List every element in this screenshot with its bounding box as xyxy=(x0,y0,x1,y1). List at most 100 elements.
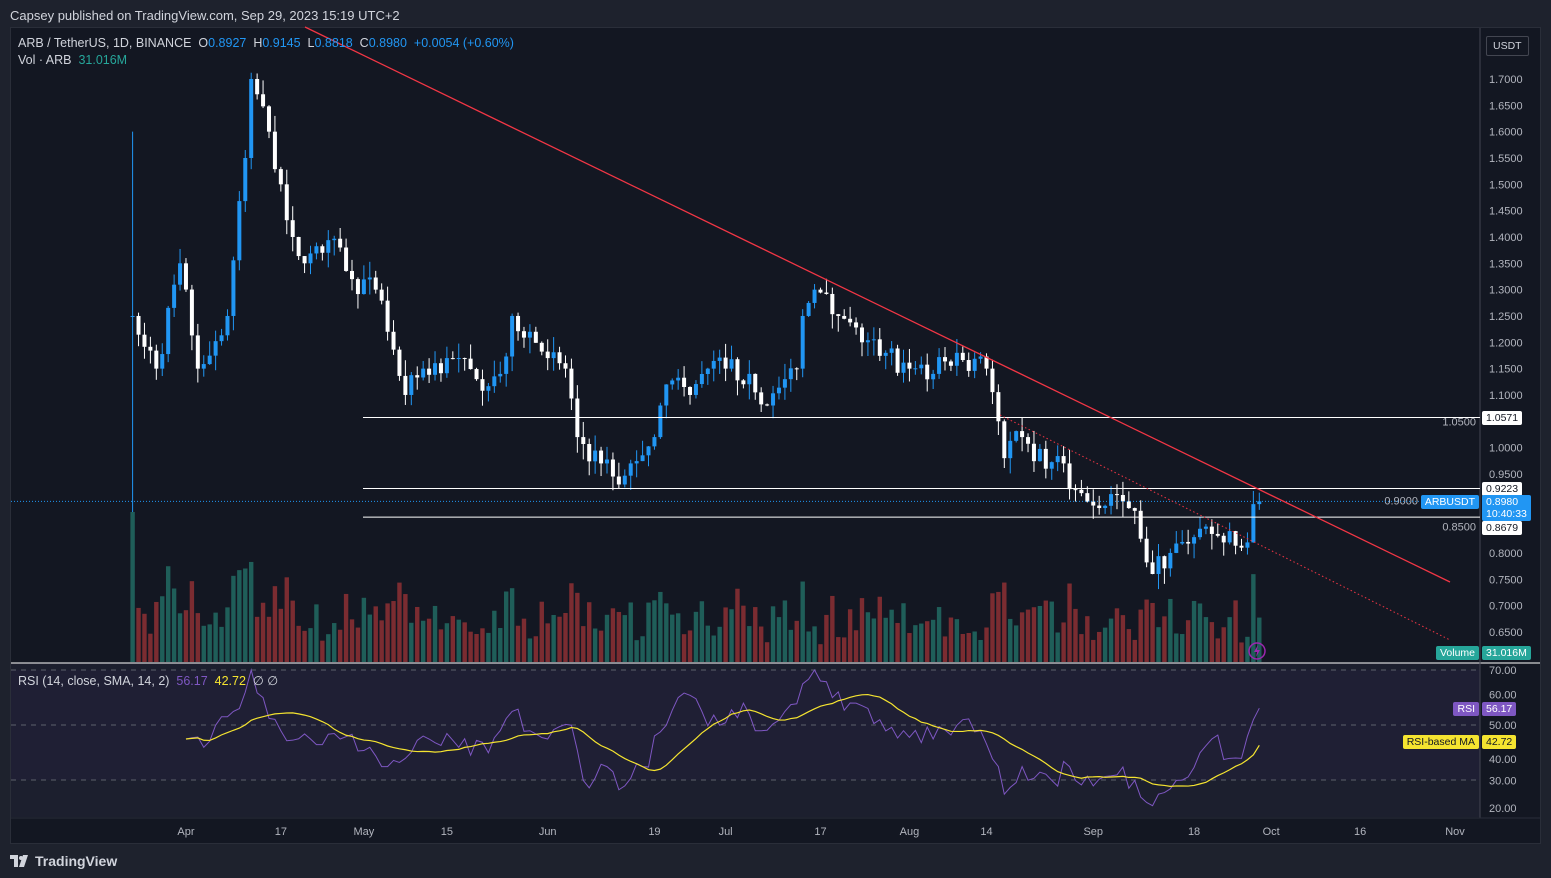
volume-bar xyxy=(853,630,859,662)
time-tick: Nov xyxy=(1445,826,1465,838)
volume-tag-value: 31.016M xyxy=(1482,646,1531,660)
symbol-title[interactable]: ARB / TetherUS, 1D, BINANCE xyxy=(18,36,192,50)
candle-body xyxy=(1203,526,1208,529)
candle-body xyxy=(468,358,473,370)
candle-body xyxy=(907,362,912,369)
symbol-legend: ARB / TetherUS, 1D, BINANCE O0.8927 H0.9… xyxy=(18,36,514,50)
volume-bar xyxy=(936,607,942,662)
volume-bar xyxy=(438,629,444,662)
volume-bar xyxy=(450,616,456,662)
volume-bar xyxy=(753,607,758,662)
high-label: H xyxy=(253,36,263,50)
volume-bar xyxy=(830,595,835,662)
volume-bar xyxy=(1197,603,1203,662)
volume-bar xyxy=(1150,602,1155,662)
time-tick: Oct xyxy=(1263,826,1280,838)
candle-body xyxy=(812,289,817,303)
currency-button[interactable]: USDT xyxy=(1486,36,1529,56)
volume-bar xyxy=(758,626,764,662)
volume-bar xyxy=(1203,617,1209,662)
volume-bar xyxy=(1168,598,1173,662)
candle-body xyxy=(1043,448,1048,469)
candle-body xyxy=(581,437,586,445)
time-tick: 19 xyxy=(648,826,660,838)
candle-body xyxy=(1198,528,1202,538)
tradingview-logo[interactable]: TradingView xyxy=(10,853,117,869)
candle-body xyxy=(355,279,360,295)
price-tick: 0.8000 xyxy=(1489,548,1523,560)
volume-bar xyxy=(966,632,971,662)
candle-body xyxy=(1031,443,1036,462)
candle-body xyxy=(634,461,639,464)
time-tick: Sep xyxy=(1083,826,1103,838)
volume-bar xyxy=(337,629,343,662)
volume-bar xyxy=(598,630,604,662)
candle-body xyxy=(266,106,271,132)
time-tick: Jun xyxy=(539,826,557,838)
volume-bar xyxy=(984,627,989,662)
candle-body xyxy=(237,201,242,261)
candle-body xyxy=(385,300,390,332)
candle-body xyxy=(219,335,224,342)
candle-body xyxy=(848,318,853,323)
volume-bar xyxy=(462,622,467,662)
trendline xyxy=(304,26,1451,583)
candle-body xyxy=(1221,535,1226,543)
rsi-tick: 40.00 xyxy=(1489,754,1517,766)
volume-bar xyxy=(1227,617,1232,662)
volume-bar xyxy=(237,570,242,662)
volume-bar xyxy=(474,634,479,662)
candle-body xyxy=(172,284,177,308)
volume-value: 31.016M xyxy=(78,53,128,67)
volume-bar xyxy=(960,633,965,662)
volume-bar xyxy=(213,612,218,662)
candle-body xyxy=(1233,531,1238,546)
volume-bar xyxy=(367,614,372,662)
candle-body xyxy=(284,184,289,221)
volume-bar xyxy=(907,633,912,662)
candle-body xyxy=(1192,537,1197,544)
volume-bar xyxy=(195,613,201,662)
candle-body xyxy=(1037,448,1042,462)
candle-body xyxy=(1245,542,1250,548)
candle-body xyxy=(231,260,236,316)
rsi-ma-value: 42.72 xyxy=(214,674,246,688)
volume-bar xyxy=(670,614,675,662)
volume-bar xyxy=(865,612,871,662)
volume-bar xyxy=(385,603,390,662)
volume-bar xyxy=(249,561,254,662)
candle-body xyxy=(1180,541,1185,544)
volume-bar xyxy=(675,613,681,662)
candle-body xyxy=(1085,493,1090,502)
candle-body xyxy=(403,375,408,395)
rsi-tick: 20.00 xyxy=(1489,803,1517,815)
candle-body xyxy=(350,270,355,280)
volume-bar xyxy=(379,620,384,662)
candle-body xyxy=(450,358,455,360)
time-tick: 15 xyxy=(441,826,453,838)
rsi-ma-tag-value: 42.72 xyxy=(1482,735,1517,749)
volume-bar xyxy=(1043,600,1049,662)
candle-body xyxy=(249,79,254,158)
volume-bar xyxy=(954,619,960,662)
volume-legend[interactable]: Vol · ARB 31.016M xyxy=(18,53,127,67)
candle-body xyxy=(723,357,728,369)
candle-body xyxy=(913,368,918,370)
footer-brand: TradingView xyxy=(35,853,118,869)
candle-body xyxy=(344,247,349,271)
candle-body xyxy=(421,368,426,378)
candle-body xyxy=(563,363,568,369)
rsi-legend[interactable]: RSI (14, close, SMA, 14, 2) 56.17 42.72 … xyxy=(18,673,278,688)
price-tick: 1.2500 xyxy=(1489,311,1523,323)
candle-body xyxy=(308,253,313,264)
time-tick: Apr xyxy=(177,826,194,838)
volume-bar xyxy=(741,605,746,662)
candle-body xyxy=(243,157,248,202)
volume-bar xyxy=(165,566,171,662)
volume-bar xyxy=(883,617,888,662)
volume-bar xyxy=(1079,634,1084,662)
volume-bar xyxy=(426,618,432,662)
candle-body xyxy=(1168,552,1173,569)
candle-body xyxy=(302,256,307,264)
